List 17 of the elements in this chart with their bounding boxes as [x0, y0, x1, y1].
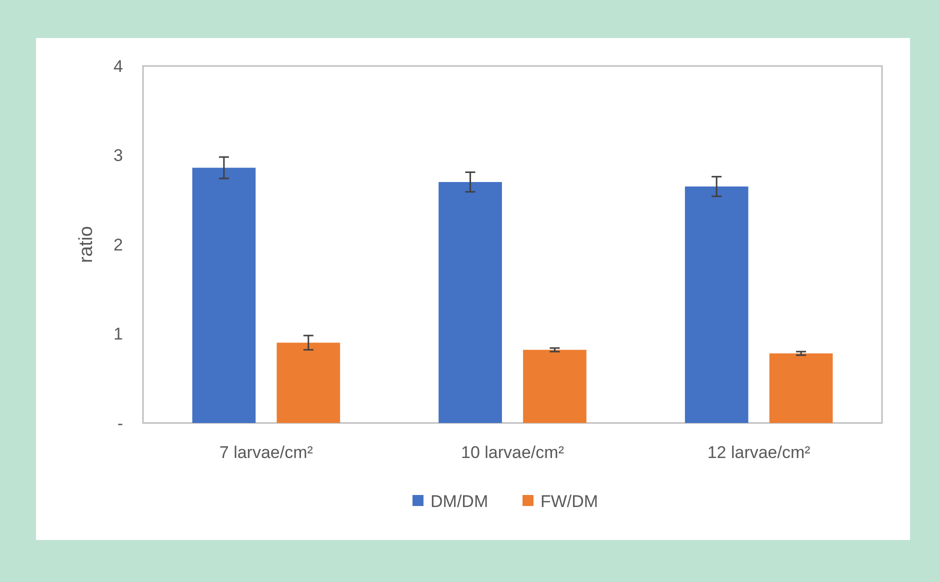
bar — [276, 342, 340, 423]
bar — [684, 186, 748, 423]
x-tick-label: 12 larvae/cm² — [707, 443, 811, 462]
x-tick-label: 10 larvae/cm² — [461, 443, 564, 462]
y-tick-label: - — [117, 414, 123, 433]
y-tick-label: 3 — [114, 146, 123, 166]
legend-label: DM/DM — [430, 492, 488, 511]
legend-label: FW/DM — [540, 492, 598, 511]
bar — [769, 353, 833, 423]
bar — [192, 168, 256, 423]
bar — [523, 350, 586, 423]
bar — [438, 182, 502, 423]
x-tick-label: 7 larvae/cm² — [219, 443, 314, 462]
y-axis-title: ratio — [76, 226, 97, 263]
y-tick-label: 4 — [114, 56, 123, 76]
y-tick-label: 1 — [114, 324, 123, 344]
y-tick-label: 2 — [114, 235, 123, 254]
